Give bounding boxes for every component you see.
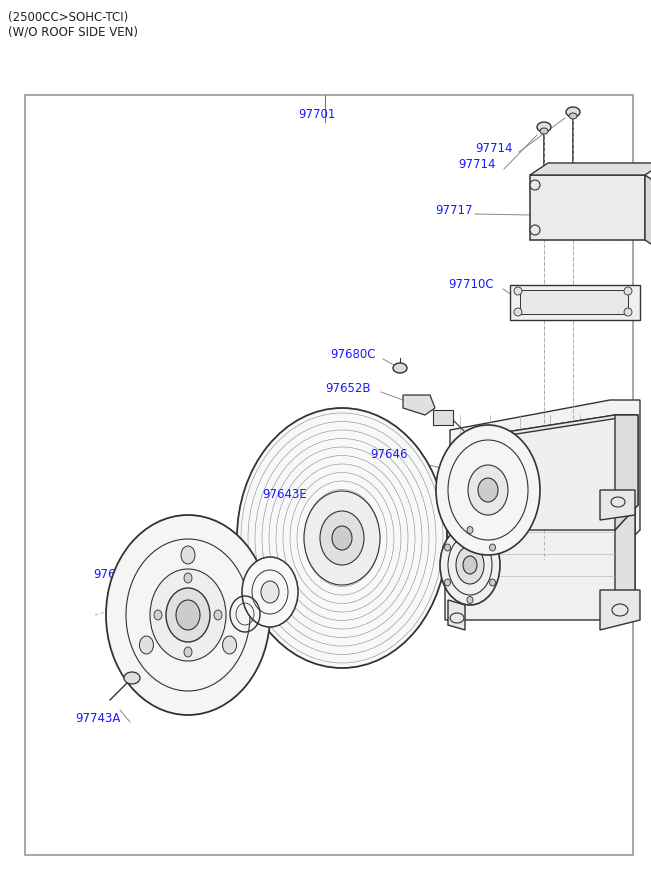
Ellipse shape — [214, 610, 222, 620]
Polygon shape — [445, 505, 635, 620]
Bar — [25, 95, 633, 855]
Text: 97714: 97714 — [458, 158, 495, 172]
Text: 97710C: 97710C — [448, 278, 493, 292]
Polygon shape — [403, 395, 435, 415]
Text: 97646C: 97646C — [112, 589, 158, 602]
Ellipse shape — [242, 557, 298, 627]
Ellipse shape — [184, 647, 192, 657]
Ellipse shape — [540, 128, 548, 134]
Ellipse shape — [467, 526, 473, 533]
Bar — [520, 290, 628, 314]
Polygon shape — [600, 590, 640, 630]
Ellipse shape — [154, 610, 162, 620]
Ellipse shape — [463, 556, 477, 574]
Text: 97743A: 97743A — [75, 711, 120, 725]
Ellipse shape — [537, 122, 551, 132]
Text: 97646: 97646 — [370, 448, 408, 461]
Polygon shape — [530, 163, 651, 175]
Text: 97714: 97714 — [475, 141, 512, 155]
Text: 97644C: 97644C — [93, 568, 139, 581]
Ellipse shape — [490, 544, 495, 551]
Text: 97711B: 97711B — [195, 626, 241, 638]
Ellipse shape — [624, 287, 632, 295]
Text: 97652B: 97652B — [325, 381, 370, 395]
Ellipse shape — [467, 597, 473, 604]
Ellipse shape — [569, 113, 577, 119]
Text: 97643E: 97643E — [262, 488, 307, 501]
Polygon shape — [615, 505, 635, 620]
Bar — [530, 175, 645, 240]
Ellipse shape — [440, 525, 500, 605]
Ellipse shape — [530, 180, 540, 190]
Ellipse shape — [456, 546, 484, 584]
Polygon shape — [455, 415, 638, 530]
Ellipse shape — [261, 581, 279, 603]
Bar — [433, 410, 453, 425]
Ellipse shape — [176, 600, 200, 630]
Ellipse shape — [150, 569, 226, 661]
Ellipse shape — [181, 546, 195, 564]
Ellipse shape — [514, 287, 522, 295]
Ellipse shape — [436, 425, 540, 555]
Text: 97717: 97717 — [435, 204, 473, 217]
Ellipse shape — [445, 544, 450, 551]
Text: (2500CC>SOHC-TCI): (2500CC>SOHC-TCI) — [8, 12, 128, 25]
Ellipse shape — [332, 526, 352, 550]
Text: 97701: 97701 — [298, 108, 335, 122]
Ellipse shape — [514, 308, 522, 316]
Ellipse shape — [393, 363, 407, 373]
Ellipse shape — [566, 107, 580, 117]
Ellipse shape — [624, 308, 632, 316]
Ellipse shape — [320, 511, 364, 565]
Ellipse shape — [478, 478, 498, 502]
Ellipse shape — [304, 491, 380, 585]
Polygon shape — [450, 400, 640, 560]
Polygon shape — [645, 175, 651, 252]
Ellipse shape — [468, 465, 508, 515]
Ellipse shape — [490, 579, 495, 586]
Polygon shape — [455, 415, 638, 440]
Ellipse shape — [237, 408, 447, 668]
Polygon shape — [448, 600, 465, 630]
Ellipse shape — [223, 636, 236, 654]
Polygon shape — [615, 415, 638, 530]
Ellipse shape — [445, 579, 450, 586]
Ellipse shape — [166, 588, 210, 642]
Text: 97680C: 97680C — [330, 348, 376, 362]
Polygon shape — [600, 490, 635, 520]
Ellipse shape — [139, 636, 154, 654]
Polygon shape — [510, 285, 640, 320]
Ellipse shape — [124, 672, 140, 684]
Ellipse shape — [184, 573, 192, 583]
Ellipse shape — [106, 515, 270, 715]
Ellipse shape — [530, 225, 540, 235]
Text: (W/O ROOF SIDE VEN): (W/O ROOF SIDE VEN) — [8, 26, 138, 38]
